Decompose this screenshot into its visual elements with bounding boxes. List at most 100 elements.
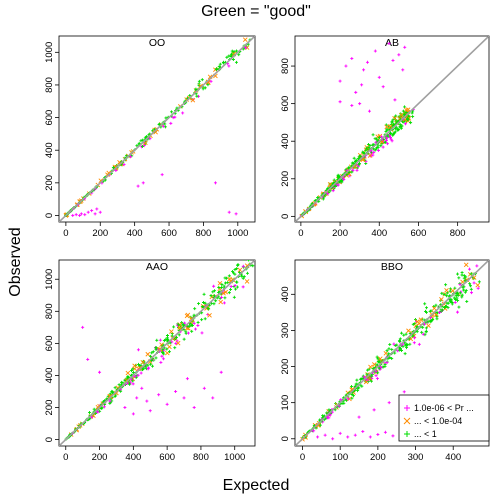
point-green	[391, 118, 395, 122]
point-green	[342, 401, 346, 405]
point-green	[186, 324, 190, 328]
point-green	[366, 368, 370, 372]
point-magenta	[392, 342, 396, 346]
point-magenta-outlier	[81, 325, 85, 329]
point-green	[201, 301, 205, 305]
point-green	[172, 325, 176, 329]
point-orange	[377, 356, 383, 361]
point-magenta-outlier	[376, 432, 380, 436]
point-green	[347, 166, 351, 170]
point-magenta	[381, 145, 385, 149]
point-green	[410, 111, 414, 115]
point-green	[235, 285, 239, 289]
point-magenta	[139, 371, 143, 375]
panel-bbo: 0 100 200 300 400 0 100 200 300 400 BBO	[280, 259, 490, 463]
point-magenta-outlier	[83, 213, 87, 217]
point-green	[376, 138, 380, 142]
point-green	[208, 303, 212, 307]
point-magenta	[412, 341, 416, 345]
point-magenta-outlier	[316, 435, 320, 439]
point-green	[165, 347, 169, 351]
point-magenta	[90, 415, 94, 419]
plot-frame	[58, 259, 256, 447]
y-tick-label: 800	[44, 303, 55, 319]
point-magenta	[438, 311, 442, 315]
x-tick-label: 800	[450, 228, 466, 239]
point-green	[376, 371, 380, 375]
point-green	[126, 374, 130, 378]
point-green	[144, 364, 148, 368]
point-green	[354, 382, 358, 386]
legend: 1.0e-06 < Pr ... ... < 1.0e-04 ... < 1	[398, 394, 490, 442]
point-magenta	[328, 413, 332, 417]
point-green	[400, 124, 404, 128]
point-magenta	[312, 429, 316, 433]
point-magenta	[131, 382, 135, 386]
point-green	[230, 52, 234, 56]
x-tick-label: 1000	[224, 452, 245, 463]
point-green	[223, 281, 227, 285]
point-magenta	[372, 150, 376, 154]
point-orange	[418, 317, 424, 322]
point-magenta-outlier	[174, 389, 178, 393]
point-green	[394, 125, 398, 129]
point-green	[430, 318, 434, 322]
point-green	[350, 161, 354, 165]
point-green	[318, 423, 322, 427]
point-magenta-outlier	[86, 357, 90, 361]
point-green	[206, 83, 210, 87]
panel-ab: 0 200 400 600 800 0 200 400 600 800 AB	[280, 35, 490, 239]
point-magenta-outlier	[361, 430, 365, 434]
point-green	[358, 155, 362, 159]
point-green	[177, 333, 181, 337]
point-magenta	[108, 399, 112, 403]
panel-title: BBO	[381, 261, 403, 273]
point-green	[149, 358, 153, 362]
point-green	[428, 309, 432, 313]
y-tick-label: 0	[280, 214, 291, 219]
x-tick-label: 600	[161, 228, 177, 239]
point-green	[155, 338, 159, 342]
point-green	[190, 329, 194, 333]
point-magenta	[467, 267, 471, 271]
point-green	[409, 121, 413, 125]
point-magenta	[385, 361, 389, 365]
point-orange	[167, 344, 172, 350]
point-magenta	[233, 284, 237, 288]
point-green	[369, 374, 373, 378]
point-green	[411, 334, 415, 338]
point-green	[381, 365, 385, 369]
identity-line	[59, 260, 255, 446]
data-points	[295, 260, 489, 446]
point-green	[163, 125, 167, 129]
point-magenta	[475, 264, 479, 268]
point-green	[456, 299, 460, 303]
point-green	[359, 377, 363, 381]
point-magenta	[220, 295, 224, 299]
x-tick-label: 400	[125, 452, 141, 463]
point-green	[445, 294, 449, 298]
point-orange	[124, 378, 130, 383]
point-magenta	[161, 124, 165, 128]
point-green	[460, 293, 464, 297]
y-tick-label: 600	[280, 96, 291, 112]
y-tick-label: 300	[280, 322, 291, 338]
point-magenta-outlier	[71, 213, 75, 217]
plot-frame	[294, 35, 490, 223]
point-green	[460, 271, 464, 275]
point-green	[128, 382, 132, 386]
point-green	[150, 351, 154, 355]
point-green	[434, 303, 438, 307]
point-magenta-outlier	[86, 210, 90, 214]
panel-title: AB	[385, 37, 399, 49]
legend-marker-plus-icon	[404, 405, 410, 411]
point-green	[404, 332, 408, 336]
legend-label: 1.0e-06 < Pr ...	[414, 403, 474, 413]
point-magenta-outlier	[381, 85, 385, 89]
point-green	[131, 370, 135, 374]
point-green	[444, 305, 448, 309]
plot-frame	[58, 35, 256, 223]
point-green	[227, 274, 231, 278]
point-magenta	[456, 310, 460, 314]
point-green	[231, 270, 235, 274]
